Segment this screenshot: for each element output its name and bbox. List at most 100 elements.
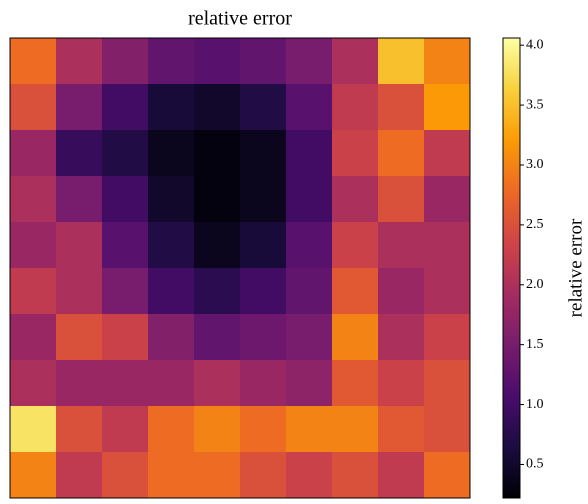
- heatmap-cell: [102, 314, 149, 361]
- heatmap-cell: [240, 268, 287, 315]
- heatmap-cell: [56, 130, 103, 177]
- heatmap-cell: [240, 130, 287, 177]
- heatmap-cell: [194, 268, 241, 315]
- heatmap-cell: [102, 222, 149, 269]
- heatmap-cell: [56, 452, 103, 499]
- heatmap-cell: [194, 406, 241, 453]
- heatmap-cell: [332, 38, 379, 85]
- heatmap-cell: [194, 176, 241, 223]
- heatmap-cell: [10, 406, 57, 453]
- heatmap-cell: [286, 314, 333, 361]
- chart-title: relative error: [188, 8, 292, 30]
- heatmap-cell: [286, 130, 333, 177]
- heatmap-cell: [148, 314, 195, 361]
- colorbar-tick-label: 3.0: [526, 157, 544, 172]
- heatmap-cell: [102, 38, 149, 85]
- heatmap-cell: [286, 452, 333, 499]
- heatmap-cell: [148, 176, 195, 223]
- heatmap-cell: [102, 130, 149, 177]
- colorbar-tick-label: 1.0: [526, 397, 544, 412]
- plot-frame: [9, 37, 471, 499]
- heatmap-cell: [194, 38, 241, 85]
- heatmap-cell: [378, 84, 425, 131]
- heatmap-cell: [10, 38, 57, 85]
- heatmap-cell: [10, 360, 57, 407]
- heatmap-cell: [332, 84, 379, 131]
- heatmap-cell: [194, 130, 241, 177]
- heatmap-cell: [240, 452, 287, 499]
- heatmap-cell: [424, 314, 471, 361]
- heatmap-cell: [332, 130, 379, 177]
- heatmap: [10, 38, 471, 499]
- heatmap-cell: [240, 406, 287, 453]
- heatmap-cell: [424, 176, 471, 223]
- heatmap-cell: [148, 84, 195, 131]
- heatmap-cell: [424, 222, 471, 269]
- heatmap-cell: [286, 176, 333, 223]
- heatmap-cell: [194, 84, 241, 131]
- heatmap-cell: [378, 406, 425, 453]
- colorbar-tick-label: 2.5: [526, 217, 544, 232]
- heatmap-cell: [148, 38, 195, 85]
- heatmap-cell: [56, 314, 103, 361]
- heatmap-cell: [240, 360, 287, 407]
- heatmap-cell: [56, 84, 103, 131]
- colorbar-tick-label: 4.0: [526, 37, 544, 52]
- heatmap-cell: [378, 222, 425, 269]
- heatmap-cell: [332, 222, 379, 269]
- colorbar: [502, 37, 521, 499]
- heatmap-cell: [332, 268, 379, 315]
- heatmap-cell: [286, 222, 333, 269]
- heatmap-cell: [194, 314, 241, 361]
- heatmap-cell: [378, 176, 425, 223]
- heatmap-cell: [286, 360, 333, 407]
- heatmap-cell: [194, 360, 241, 407]
- heatmap-cell: [240, 84, 287, 131]
- heatmap-cell: [10, 314, 57, 361]
- heatmap-cell: [102, 176, 149, 223]
- heatmap-cell: [424, 360, 471, 407]
- heatmap-cell: [148, 222, 195, 269]
- colorbar-tick-label: 3.5: [526, 97, 544, 112]
- heatmap-cell: [10, 130, 57, 177]
- heatmap-cell: [378, 268, 425, 315]
- heatmap-cell: [102, 268, 149, 315]
- colorbar-label: relative error: [565, 218, 586, 317]
- heatmap-cell: [10, 268, 57, 315]
- heatmap-cell: [148, 268, 195, 315]
- heatmap-cell: [424, 268, 471, 315]
- heatmap-cell: [102, 360, 149, 407]
- heatmap-cell: [424, 406, 471, 453]
- heatmap-cell: [56, 360, 103, 407]
- heatmap-cell: [378, 360, 425, 407]
- heatmap-cell: [286, 268, 333, 315]
- heatmap-cell: [102, 84, 149, 131]
- heatmap-cell: [10, 222, 57, 269]
- heatmap-cell: [56, 38, 103, 85]
- heatmap-cell: [194, 222, 241, 269]
- heatmap-cell: [424, 84, 471, 131]
- heatmap-cell: [378, 452, 425, 499]
- heatmap-cell: [286, 84, 333, 131]
- heatmap-cell: [286, 38, 333, 85]
- colorbar-tick-label: 2.0: [526, 277, 544, 292]
- heatmap-cell: [378, 38, 425, 85]
- heatmap-cell: [102, 452, 149, 499]
- heatmap-cell: [148, 406, 195, 453]
- heatmap-cell: [194, 452, 241, 499]
- heatmap-cell: [240, 176, 287, 223]
- heatmap-cell: [56, 176, 103, 223]
- heatmap-cell: [424, 452, 471, 499]
- heatmap-cell: [56, 268, 103, 315]
- heatmap-cell: [240, 314, 287, 361]
- heatmap-cell: [424, 130, 471, 177]
- heatmap-cell: [332, 360, 379, 407]
- heatmap-cell: [332, 406, 379, 453]
- heatmap-cell: [148, 452, 195, 499]
- heatmap-cell: [56, 222, 103, 269]
- colorbar-tick-label: 1.5: [526, 337, 544, 352]
- heatmap-cell: [56, 406, 103, 453]
- heatmap-cell: [286, 406, 333, 453]
- heatmap-cell: [240, 38, 287, 85]
